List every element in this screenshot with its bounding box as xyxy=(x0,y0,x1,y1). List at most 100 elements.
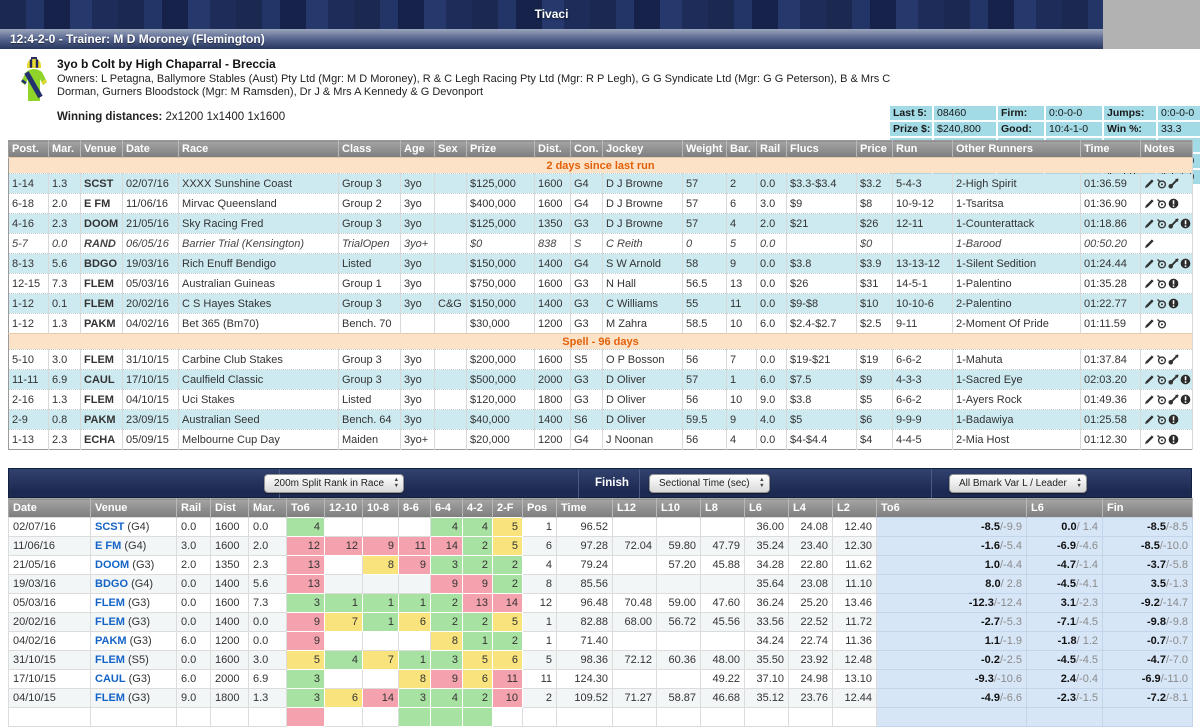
race-link[interactable]: Rich Enuff Bendigo xyxy=(178,253,339,274)
race-link[interactable]: Uci Stakes xyxy=(178,389,339,410)
jockey-link[interactable]: N Hall xyxy=(602,273,683,294)
venue-link[interactable]: CAUL xyxy=(95,673,126,685)
venue-link[interactable]: FLEM xyxy=(80,293,123,314)
race-link[interactable]: Melbourne Cup Day xyxy=(178,429,339,450)
race-link[interactable]: Australian Seed xyxy=(178,409,339,430)
race-link[interactable]: Barrier Trial (Kensington) xyxy=(178,233,339,254)
wrench-icon[interactable] xyxy=(1168,374,1179,385)
jockey-link[interactable]: M Zahra xyxy=(602,313,683,334)
alert-icon[interactable] xyxy=(1180,374,1191,385)
race-link[interactable]: Sky Racing Fred xyxy=(178,213,339,234)
venue-link[interactable]: FLEM xyxy=(80,273,123,294)
pencil-icon[interactable] xyxy=(1144,394,1155,405)
venue-link[interactable]: FLEM xyxy=(80,349,123,370)
venue-link[interactable]: FLEM xyxy=(95,692,125,704)
jockey-link[interactable]: D Oliver xyxy=(602,389,683,410)
venue-link[interactable]: ECHA xyxy=(80,429,123,450)
stopwatch-icon[interactable] xyxy=(1156,178,1167,189)
date-link[interactable] xyxy=(8,707,91,727)
venue-link[interactable]: BDGO xyxy=(95,578,128,590)
wrench-icon[interactable] xyxy=(1168,354,1179,365)
date-link[interactable]: 02/07/16 xyxy=(8,517,91,537)
stopwatch-icon[interactable] xyxy=(1156,278,1167,289)
race-link[interactable]: Australian Guineas xyxy=(178,273,339,294)
race-link[interactable]: Caulfield Classic xyxy=(178,369,339,390)
stopwatch-icon[interactable] xyxy=(1156,354,1167,365)
venue-link[interactable]: PAKM xyxy=(80,313,123,334)
date-link[interactable]: 05/03/16 xyxy=(8,593,91,613)
venue-link[interactable]: CAUL xyxy=(80,369,123,390)
wrench-icon[interactable] xyxy=(1168,394,1179,405)
jockey-link[interactable]: O P Bosson xyxy=(602,349,683,370)
race-link[interactable]: XXXX Sunshine Coast xyxy=(178,173,339,194)
alert-icon[interactable] xyxy=(1180,394,1191,405)
other-runner-link[interactable]: 1-Mahuta xyxy=(952,349,1081,370)
pencil-icon[interactable] xyxy=(1144,238,1155,249)
wrench-icon[interactable] xyxy=(1168,218,1179,229)
alert-icon[interactable] xyxy=(1168,434,1179,445)
pencil-icon[interactable] xyxy=(1144,278,1155,289)
stopwatch-icon[interactable] xyxy=(1156,218,1167,229)
other-runner-link[interactable]: 2-Mia Host xyxy=(952,429,1081,450)
other-runner-link[interactable]: 2-High Spirit xyxy=(952,173,1081,194)
stopwatch-icon[interactable] xyxy=(1156,298,1167,309)
other-runner-link[interactable]: 1-Silent Sedition xyxy=(952,253,1081,274)
venue-link[interactable]: E FM xyxy=(80,193,123,214)
jockey-link[interactable]: D J Browne xyxy=(602,193,683,214)
alert-icon[interactable] xyxy=(1180,218,1191,229)
alert-icon[interactable] xyxy=(1168,278,1179,289)
race-link[interactable]: C S Hayes Stakes xyxy=(178,293,339,314)
other-runner-link[interactable]: 1-Ayers Rock xyxy=(952,389,1081,410)
venue-link[interactable]: PAKM xyxy=(80,409,123,430)
venue-link[interactable]: PAKM xyxy=(95,635,127,647)
venue-link[interactable]: FLEM xyxy=(95,654,125,666)
alert-icon[interactable] xyxy=(1180,258,1191,269)
date-link[interactable]: 11/06/16 xyxy=(8,536,91,556)
pencil-icon[interactable] xyxy=(1144,374,1155,385)
bmark-var-select[interactable]: All Bmark Var L / Leader ▲ ▼ xyxy=(949,474,1087,493)
race-link[interactable]: Carbine Club Stakes xyxy=(178,349,339,370)
stopwatch-icon[interactable] xyxy=(1156,374,1167,385)
other-runner-link[interactable]: 1-Barood xyxy=(952,233,1081,254)
alert-icon[interactable] xyxy=(1168,298,1179,309)
other-runner-link[interactable]: 1-Badawiya xyxy=(952,409,1081,430)
date-link[interactable]: 21/05/16 xyxy=(8,555,91,575)
alert-icon[interactable] xyxy=(1168,198,1179,209)
stopwatch-icon[interactable] xyxy=(1156,258,1167,269)
date-link[interactable]: 19/03/16 xyxy=(8,574,91,594)
venue-link[interactable]: FLEM xyxy=(80,389,123,410)
jockey-link[interactable]: J Noonan xyxy=(602,429,683,450)
pencil-icon[interactable] xyxy=(1144,218,1155,229)
other-runner-link[interactable]: 1-Tsaritsa xyxy=(952,193,1081,214)
date-link[interactable]: 17/10/15 xyxy=(8,669,91,689)
pencil-icon[interactable] xyxy=(1144,318,1155,329)
sectional-time-select[interactable]: Sectional Time (sec) ▲ ▼ xyxy=(649,474,770,493)
pencil-icon[interactable] xyxy=(1144,198,1155,209)
date-link[interactable]: 31/10/15 xyxy=(8,650,91,670)
wrench-icon[interactable] xyxy=(1168,178,1179,189)
venue-link[interactable]: FLEM xyxy=(95,597,125,609)
venue-link[interactable]: BDGO xyxy=(80,253,123,274)
date-link[interactable]: 20/02/16 xyxy=(8,612,91,632)
venue-link[interactable]: DOOM xyxy=(95,559,130,571)
venue-link[interactable]: DOOM xyxy=(80,213,123,234)
venue-link[interactable]: SCST xyxy=(80,173,123,194)
other-runner-link[interactable]: 1-Counterattack xyxy=(952,213,1081,234)
other-runner-link[interactable]: 2-Palentino xyxy=(952,293,1081,314)
jockey-link[interactable]: S W Arnold xyxy=(602,253,683,274)
jockey-link[interactable]: C Reith xyxy=(602,233,683,254)
wrench-icon[interactable] xyxy=(1168,258,1179,269)
stopwatch-icon[interactable] xyxy=(1156,414,1167,425)
stopwatch-icon[interactable] xyxy=(1156,318,1167,329)
alert-icon[interactable] xyxy=(1168,414,1179,425)
jockey-link[interactable]: D J Browne xyxy=(602,213,683,234)
other-runner-link[interactable]: 2-Moment Of Pride xyxy=(952,313,1081,334)
venue-link[interactable]: FLEM xyxy=(95,616,125,628)
other-runner-link[interactable]: 1-Sacred Eye xyxy=(952,369,1081,390)
other-runner-link[interactable]: 1-Palentino xyxy=(952,273,1081,294)
race-link[interactable]: Bet 365 (Bm70) xyxy=(178,313,339,334)
pencil-icon[interactable] xyxy=(1144,434,1155,445)
pencil-icon[interactable] xyxy=(1144,258,1155,269)
stopwatch-icon[interactable] xyxy=(1156,198,1167,209)
pencil-icon[interactable] xyxy=(1144,178,1155,189)
